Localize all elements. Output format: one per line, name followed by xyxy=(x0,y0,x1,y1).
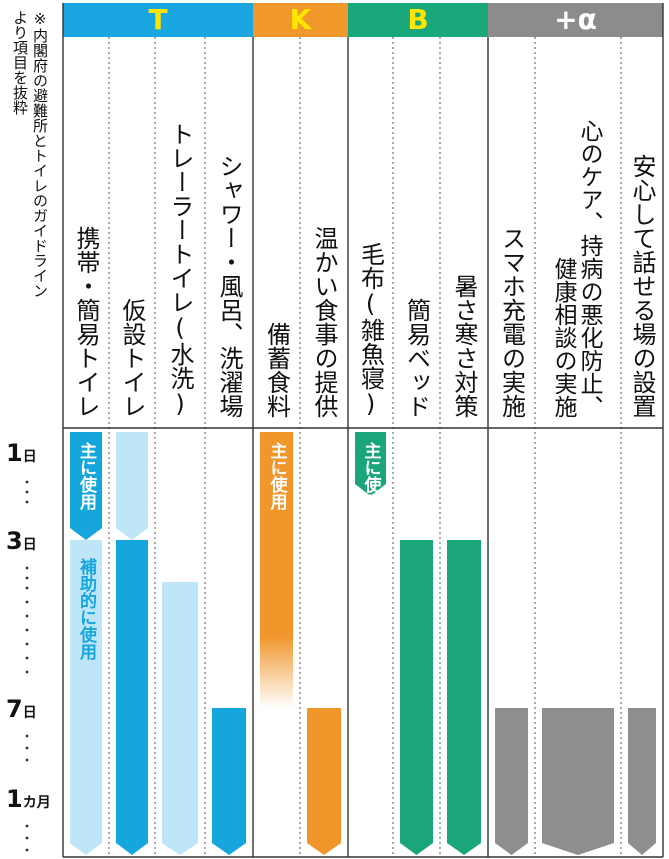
group-header-b xyxy=(348,3,488,37)
leader-dot xyxy=(25,758,29,762)
row-label-number: 1 xyxy=(6,785,23,813)
bar-6-segment-1 xyxy=(307,708,341,855)
item-label: 備蓄食料 xyxy=(263,322,291,418)
item-label: シャワー・風呂、洗濯場 xyxy=(215,154,243,418)
leader-dot xyxy=(25,670,29,674)
bar-tag: 主に使用 xyxy=(361,441,383,511)
item-label: 心のケア、持病の悪化防止、 xyxy=(576,119,604,418)
row-label-unit: 日 xyxy=(23,449,37,465)
leader-dot xyxy=(25,500,29,504)
group-header-t xyxy=(63,3,253,37)
leader-dot xyxy=(25,566,29,570)
leader-dot xyxy=(25,642,29,646)
row-label: 1カ月 xyxy=(6,785,51,813)
leader-dot xyxy=(25,848,29,852)
bar-11-segment-1 xyxy=(542,708,614,855)
group-header-plus-alpha xyxy=(488,3,663,37)
leader-dot xyxy=(25,824,29,828)
row-label-number: 3 xyxy=(6,527,23,555)
item-label: 仮設トイレ xyxy=(118,298,146,418)
bar-4-segment-1 xyxy=(212,708,246,855)
item-label: スマホ充電の実施 xyxy=(498,226,526,418)
group-header-label: K xyxy=(290,3,313,36)
row-label-number: 1 xyxy=(6,439,23,467)
item-label: トレーラートイレ(水洗) xyxy=(166,122,194,418)
bar-3-segment-1 xyxy=(162,582,198,855)
item-label: 簡易ベッド xyxy=(403,298,431,418)
row-label-unit: 日 xyxy=(23,537,37,553)
bar-tag: 主に使用 xyxy=(76,441,98,511)
bar-8-segment-1 xyxy=(400,540,433,855)
bar-9-segment-1 xyxy=(447,540,481,855)
leader-dot xyxy=(25,628,29,632)
item-label: 温かい食事の提供 xyxy=(310,226,338,418)
source-note-line-2: より項目を抜粋 xyxy=(11,10,29,115)
item-label: 健康相談の実施 xyxy=(550,257,578,418)
bar-7-segment-1 xyxy=(355,432,386,496)
leader-dot xyxy=(25,836,29,840)
leader-dot xyxy=(25,746,29,750)
bar-tag: 補助的に使用 xyxy=(76,557,98,661)
item-label: 安心して話せる場の設置 xyxy=(628,154,656,418)
bar-2-segment-2 xyxy=(116,540,148,855)
bar-2-segment-1 xyxy=(116,432,148,540)
row-label-number: 7 xyxy=(6,695,23,723)
leader-dot xyxy=(25,600,29,604)
item-label: 携帯・簡易トイレ xyxy=(72,226,100,418)
bar-tag: 主に使用 xyxy=(267,441,289,511)
bar-1-segment-2 xyxy=(70,540,102,855)
group-header-label: +α xyxy=(554,3,597,36)
leader-dot xyxy=(25,586,29,590)
leader-dot xyxy=(25,480,29,484)
group-header-label: B xyxy=(407,3,428,36)
row-label-unit: 日 xyxy=(23,705,37,721)
leader-dot xyxy=(25,576,29,580)
bar-12-segment-1 xyxy=(628,708,656,855)
bar-5-segment-1 xyxy=(260,432,293,708)
group-header-label: T xyxy=(148,3,167,36)
row-label: 1日 xyxy=(6,439,37,467)
bar-10-segment-1 xyxy=(495,708,528,855)
row-label: 3日 xyxy=(6,527,37,555)
row-label-unit: カ月 xyxy=(23,795,51,811)
leader-dot xyxy=(25,490,29,494)
row-label: 7日 xyxy=(6,695,37,723)
item-label: 暑さ寒さ対策 xyxy=(450,274,478,418)
leader-dot xyxy=(25,656,29,660)
source-note-line-1: ※内閣府の避難所とトイレのガイドライン xyxy=(31,10,49,298)
leader-dot xyxy=(25,614,29,618)
group-header-k xyxy=(253,3,348,37)
item-label: 毛布(雑魚寝) xyxy=(357,242,385,418)
bar-1-segment-1 xyxy=(70,432,102,540)
leader-dot xyxy=(25,734,29,738)
